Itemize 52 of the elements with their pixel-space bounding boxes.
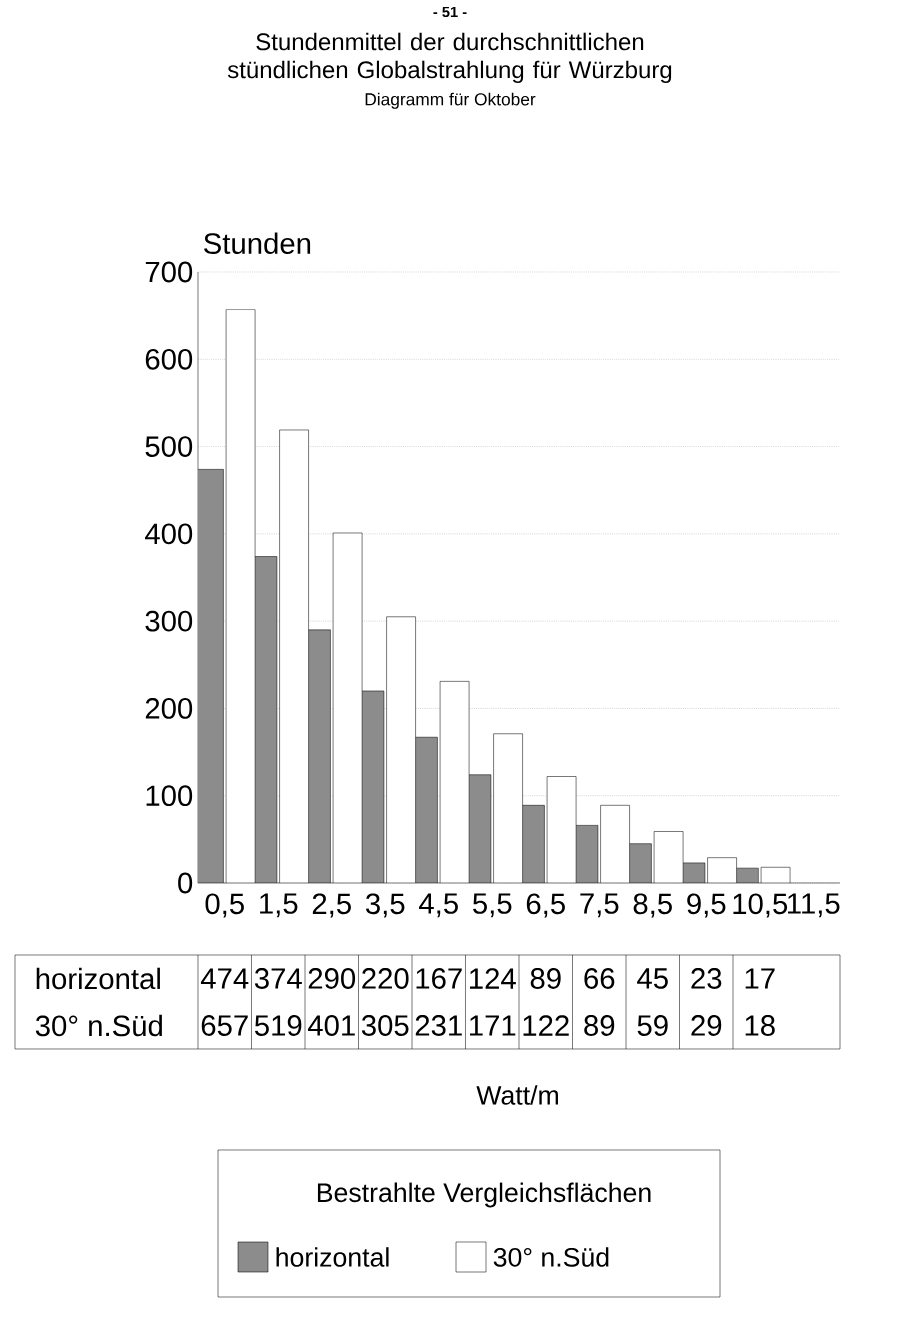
y-tick-label: 500: [145, 436, 193, 457]
data-label: 89: [530, 968, 561, 989]
data-label: 66: [584, 968, 615, 989]
data-label: 401: [307, 1015, 355, 1036]
x-tick-label: 1,5: [260, 893, 298, 918]
data-label: 59: [637, 1015, 668, 1036]
y-tick-label: 600: [145, 348, 193, 370]
y-tick-label: 400: [145, 523, 193, 545]
text: Watt/m: [476, 1085, 558, 1105]
legend-title: Bestrahlte Vergleichsflächen: [317, 1182, 651, 1208]
x-tick-label: 9,5: [687, 893, 726, 918]
x-tick-label: 2,5: [312, 893, 351, 918]
data-label: 45: [637, 968, 668, 989]
x-tick-label: 7,5: [580, 893, 619, 918]
data-label: 220: [362, 968, 409, 989]
text: - 51 -: [433, 6, 467, 18]
data-label: 167: [416, 968, 462, 989]
data-label: 122: [523, 1015, 569, 1036]
data-label: 290: [308, 968, 356, 989]
data-label: 23: [691, 968, 722, 989]
y-tick-label: 200: [145, 698, 193, 719]
y-axis-title: Stunden: [204, 232, 311, 254]
x-tick-label: 5,5: [473, 893, 512, 918]
y-tick-label: 700: [145, 261, 193, 283]
data-label: 18: [745, 1015, 775, 1036]
x-tick-label: 4,5: [419, 893, 458, 918]
text: horizontal: [36, 967, 160, 990]
data-label: 124: [470, 968, 516, 989]
x-tick-label: 0,5: [205, 893, 244, 918]
x-tick-label: 6,5: [526, 893, 565, 918]
data-label: 89: [584, 1015, 615, 1036]
x-tick-label: 10,5: [733, 893, 788, 918]
data-label: 474: [200, 968, 249, 989]
data-label: 171: [470, 1015, 516, 1036]
y-tick-label: 100: [146, 785, 193, 807]
data-label: 231: [415, 1015, 462, 1036]
y-tick-label: 300: [145, 610, 193, 632]
data-label: 305: [361, 1015, 409, 1036]
chart-subtitle: Diagramm für Oktober: [365, 92, 536, 109]
chart-title: Stundenmittel der durchschnittlichen stündlichen Globalstrahlung für Würzburg: [227, 32, 672, 84]
data-label: 29: [691, 1015, 722, 1036]
x-tick-label: 8,5: [633, 893, 672, 918]
x-tick-label: 11,5: [788, 893, 840, 918]
y-tick-label: 0: [178, 872, 193, 894]
legend-label: horizontal: [276, 1247, 389, 1267]
data-label: 374: [254, 968, 302, 989]
data-label: 657: [201, 1015, 248, 1036]
data-label: 519: [254, 1015, 302, 1036]
data-label: 17: [745, 968, 775, 989]
text: 30° n.Süd: [35, 1014, 162, 1037]
x-tick-label: 3,5: [365, 893, 405, 918]
legend-label: 30° n.Süd: [493, 1247, 609, 1267]
